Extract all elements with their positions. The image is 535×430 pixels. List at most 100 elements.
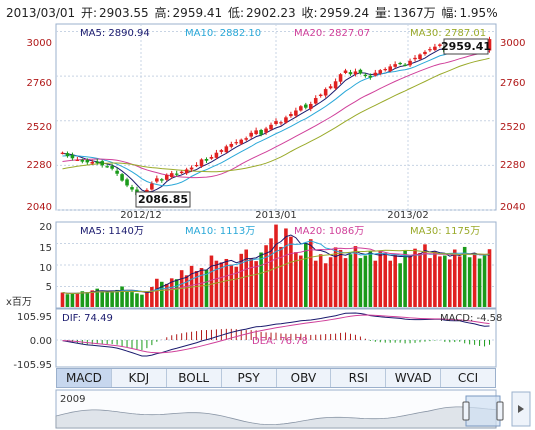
indicator-tabs: MACD KDJ BOLL PSY OBV RSI WVAD CCI — [56, 368, 496, 388]
price-tick: 2520 — [500, 122, 525, 133]
volume-bar — [259, 252, 263, 307]
candle-body — [373, 72, 378, 76]
candle-body — [194, 164, 199, 167]
price-grid — [56, 24, 496, 211]
volume-bar — [472, 254, 477, 307]
candle-body — [229, 143, 234, 147]
volume-bar — [229, 264, 234, 307]
candle-body — [174, 173, 179, 175]
volume-bar — [65, 294, 70, 307]
volume-bar — [423, 244, 427, 307]
candle-body — [85, 160, 90, 163]
candle-body — [294, 110, 298, 116]
macd-tick: 105.95 — [17, 312, 52, 323]
candle-body — [155, 178, 159, 182]
tab-rsi[interactable]: RSI — [331, 369, 387, 387]
tab-boll[interactable]: BOLL — [167, 369, 222, 387]
volume-bar — [105, 292, 109, 307]
candle-body — [408, 60, 412, 66]
price-ma-lines — [62, 45, 490, 193]
date-label: 2013/02 — [387, 210, 429, 221]
volume-bar — [249, 258, 253, 307]
ma10-line — [62, 46, 490, 187]
candle-body — [398, 62, 402, 65]
tab-wvad[interactable]: WVAD — [386, 369, 442, 387]
volume-bar — [189, 265, 194, 307]
volume-bar — [308, 239, 313, 307]
min-label-box — [135, 191, 191, 208]
candle-body — [70, 154, 75, 159]
volume-bar — [358, 258, 363, 307]
price-tick: 3000 — [500, 38, 525, 49]
candle-body — [224, 146, 229, 153]
candle-body — [323, 89, 328, 96]
candle-body — [423, 51, 427, 55]
candle-body — [179, 171, 184, 174]
price-tick: 2280 — [27, 160, 52, 171]
candle-body — [209, 156, 214, 159]
price-tick: 2760 — [27, 78, 52, 89]
candle-body — [418, 54, 422, 60]
candle-body — [284, 117, 288, 123]
volume-bar — [115, 289, 119, 307]
volume-bar — [224, 258, 229, 307]
candle-body — [393, 64, 397, 67]
volume-bar — [343, 258, 348, 307]
price-tick: 2280 — [500, 160, 525, 171]
volume-bar — [408, 255, 412, 307]
volume-bar — [169, 278, 174, 307]
volume-bar — [443, 255, 447, 307]
candle-body — [234, 142, 239, 144]
volume-bar — [194, 271, 199, 307]
candle-body — [219, 150, 224, 152]
price-tick: 2760 — [500, 78, 525, 89]
volume-bar — [110, 291, 114, 307]
max-label-box — [443, 38, 489, 55]
volume-bar — [209, 255, 214, 307]
volume-bar — [239, 253, 244, 307]
volume-bar — [130, 292, 134, 307]
volume-unit: x百万 — [6, 296, 32, 308]
macd-histogram — [66, 328, 491, 351]
volume-bar — [413, 248, 417, 307]
volume-bar — [487, 249, 492, 307]
tab-macd[interactable]: MACD — [57, 369, 112, 387]
header-high: 2959.41 — [172, 6, 223, 20]
volume-bar — [462, 246, 467, 307]
price-tick: 2040 — [500, 202, 525, 213]
price-tick: 3000 — [27, 38, 52, 49]
candle-body — [279, 122, 283, 124]
tab-obv[interactable]: OBV — [277, 369, 332, 387]
candle-body — [120, 174, 124, 181]
candle-body — [433, 46, 437, 50]
volume-bar — [244, 249, 248, 307]
candle-body — [383, 69, 388, 71]
price-tick: 2040 — [27, 202, 52, 213]
candle-body — [308, 103, 313, 109]
max-price-label: 2959.41 — [441, 40, 491, 53]
volume-tick: 20 — [39, 222, 52, 233]
volume-bar — [378, 250, 383, 307]
candle-body — [184, 169, 189, 174]
candle-body — [428, 49, 432, 51]
overview-window[interactable] — [465, 395, 501, 427]
macd-ticks: 105.95 0.00 -105.95 — [13, 312, 52, 371]
overview-year: 2009 — [60, 394, 85, 405]
volume-bar — [353, 246, 358, 307]
volume-ma5-label: MA5: 1140万 — [80, 226, 144, 237]
macd-tick: -105.95 — [13, 360, 52, 371]
overview-left-handle[interactable] — [462, 401, 470, 421]
price-tick: 2520 — [27, 122, 52, 133]
volume-bar — [85, 292, 90, 307]
volume-bar — [393, 254, 397, 307]
tab-cci[interactable]: CCI — [457, 371, 479, 385]
volume-bar — [204, 269, 209, 307]
price-ma10-label: MA10: 2882.10 — [185, 28, 261, 39]
volume-bar — [100, 291, 104, 307]
price-ma20-label: MA20: 2827.07 — [294, 28, 370, 39]
overview-right-handle[interactable] — [496, 401, 504, 421]
volume-bar — [482, 255, 487, 307]
volume-bar — [269, 238, 273, 307]
tab-psy[interactable]: PSY — [222, 369, 277, 387]
tab-kdj[interactable]: KDJ — [112, 369, 167, 387]
